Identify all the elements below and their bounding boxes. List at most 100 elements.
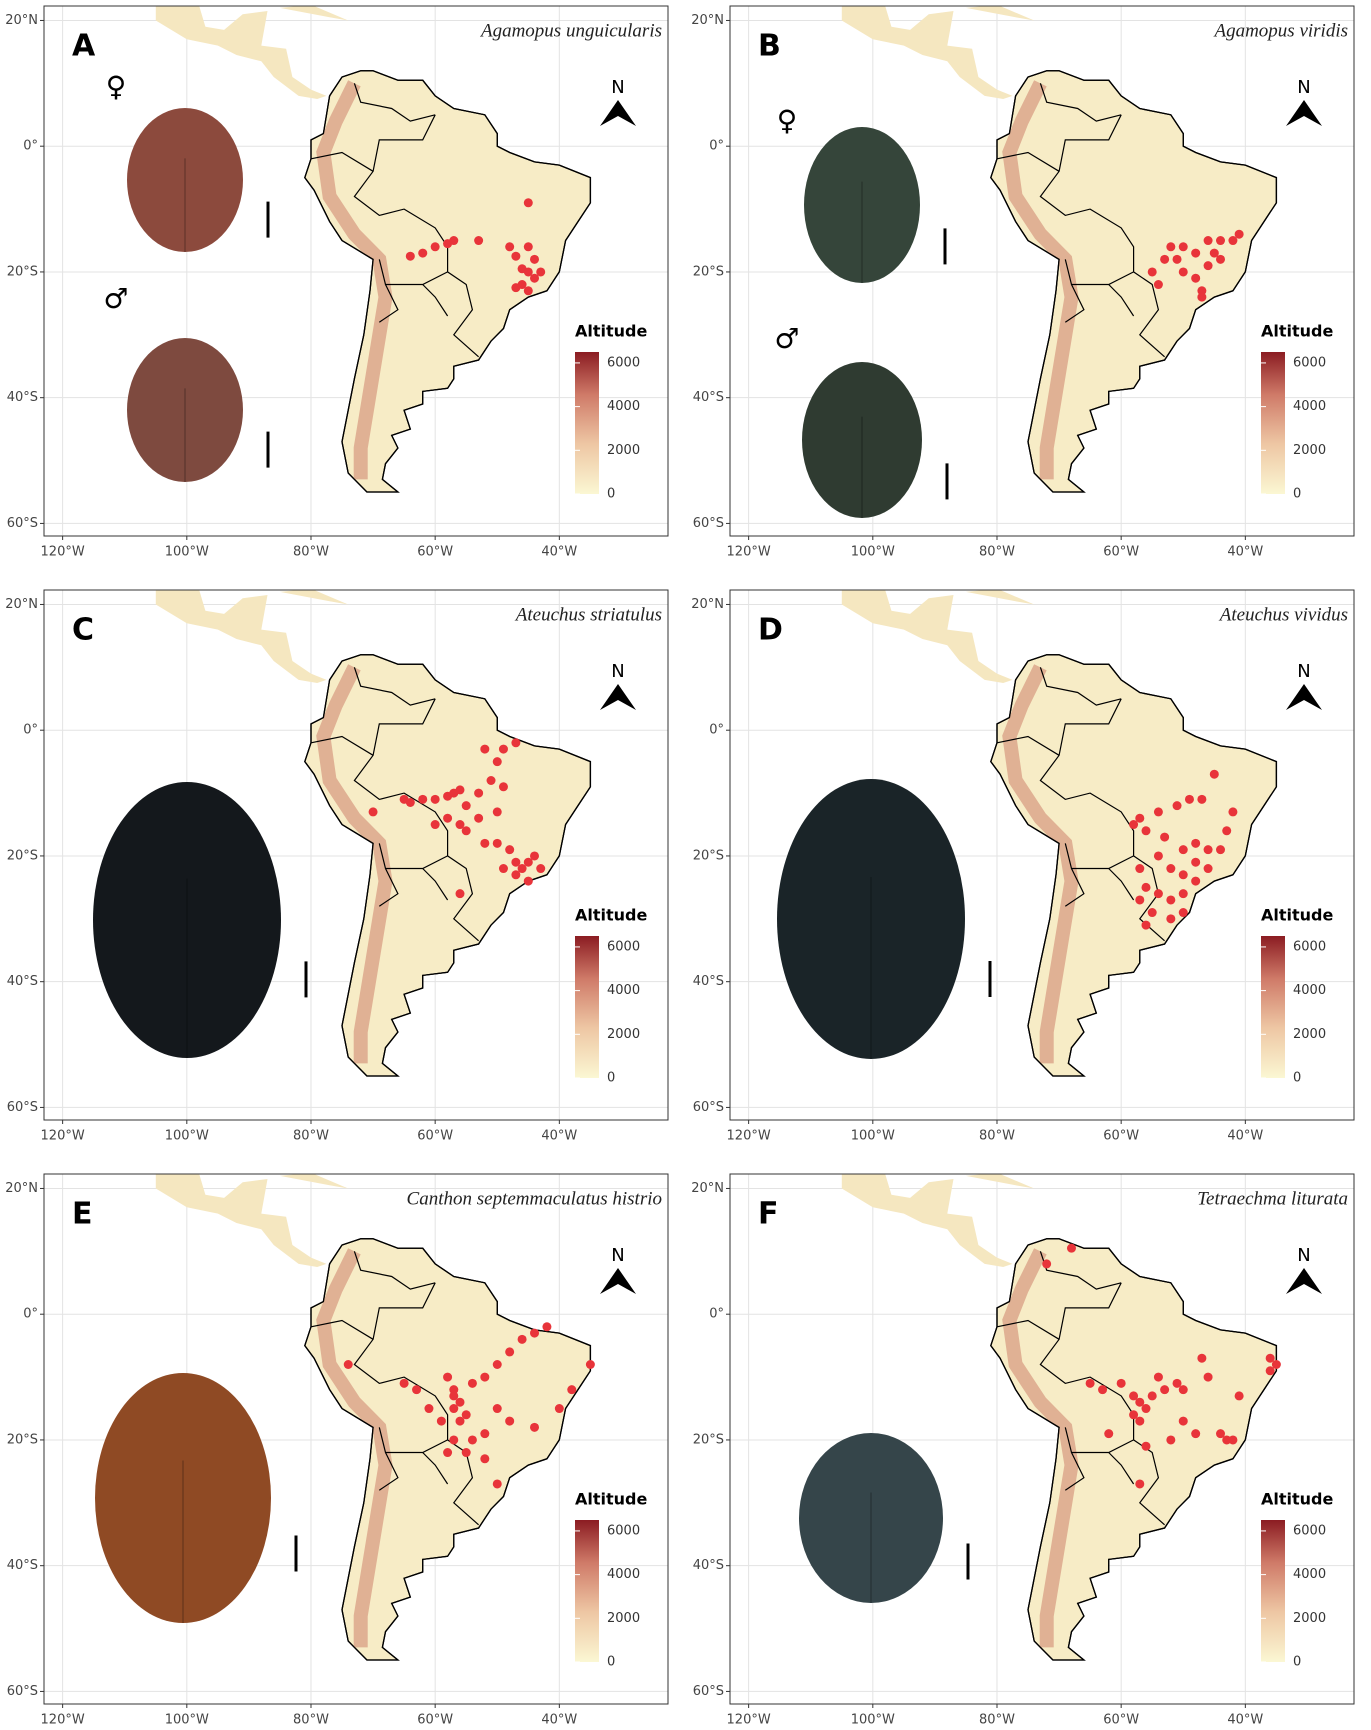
y-tick-label: 20°S: [693, 1432, 724, 1447]
occurrence-point: [511, 252, 520, 261]
occurrence-point: [1179, 889, 1188, 898]
occurrence-point: [1142, 826, 1151, 835]
occurrence-point: [1191, 274, 1200, 283]
x-tick-label: 100°W: [165, 1129, 209, 1144]
y-tick-label: 20°S: [7, 848, 38, 863]
legend-tick-label: 4000: [607, 1567, 640, 1582]
occurrence-point: [524, 242, 533, 251]
occurrence-point: [456, 889, 465, 898]
occurrence-point: [1160, 833, 1169, 842]
y-tick-label: 0°: [23, 139, 38, 154]
occurrence-point: [1173, 255, 1182, 264]
occurrence-point: [456, 1417, 465, 1426]
occurrence-point: [1228, 236, 1237, 245]
occurrence-point: [456, 785, 465, 794]
occurrence-point: [1191, 249, 1200, 258]
panel-letter: A: [72, 29, 96, 64]
occurrence-point: [518, 1335, 527, 1344]
north-label: N: [611, 661, 624, 682]
occurrence-point: [1179, 267, 1188, 276]
species-name: Canthon septemmaculatus histrio: [407, 1188, 662, 1209]
occurrence-point: [536, 864, 545, 873]
y-tick-label: 40°S: [693, 390, 724, 405]
occurrence-point: [1210, 770, 1219, 779]
occurrence-point: [431, 242, 440, 251]
y-tick-label: 40°S: [7, 974, 38, 989]
occurrence-point: [474, 236, 483, 245]
occurrence-point: [505, 242, 514, 251]
occurrence-point: [1228, 1435, 1237, 1444]
legend-colorbar: [575, 352, 599, 494]
occurrence-point: [480, 1373, 489, 1382]
sex-symbol: ♀: [106, 70, 127, 103]
y-tick-label: 20°N: [691, 597, 724, 612]
occurrence-point: [499, 782, 508, 791]
occurrence-point: [511, 283, 520, 292]
x-tick-label: 40°W: [541, 545, 577, 560]
x-tick-label: 40°W: [541, 1713, 577, 1728]
occurrence-point: [1142, 921, 1151, 930]
occurrence-point: [369, 807, 378, 816]
occurrence-point: [1154, 280, 1163, 289]
x-tick-label: 40°W: [1227, 1713, 1263, 1728]
x-tick-label: 60°W: [1103, 1713, 1139, 1728]
occurrence-point: [1216, 845, 1225, 854]
occurrence-point: [1129, 820, 1138, 829]
occurrence-point: [1148, 267, 1157, 276]
occurrence-point: [1067, 1244, 1076, 1253]
legend-tick-label: 2000: [607, 1027, 640, 1042]
occurrence-point: [462, 826, 471, 835]
occurrence-point: [530, 255, 539, 264]
x-tick-label: 40°W: [541, 1129, 577, 1144]
x-tick-label: 120°W: [727, 1129, 771, 1144]
occurrence-point: [431, 795, 440, 804]
occurrence-point: [1179, 1385, 1188, 1394]
occurrence-point: [462, 801, 471, 810]
y-tick-label: 60°S: [693, 1684, 724, 1699]
x-tick-label: 40°W: [1227, 545, 1263, 560]
occurrence-point: [449, 236, 458, 245]
occurrence-point: [1098, 1385, 1107, 1394]
panel-letter: D: [758, 613, 783, 648]
occurrence-point: [1191, 858, 1200, 867]
occurrence-point: [1197, 293, 1206, 302]
legend-tick-label: 2000: [607, 443, 640, 458]
occurrence-point: [468, 1435, 477, 1444]
occurrence-point: [1154, 807, 1163, 816]
x-tick-label: 80°W: [293, 1713, 329, 1728]
occurrence-point: [1204, 236, 1213, 245]
legend-title: Altitude: [575, 906, 647, 925]
occurrence-point: [1204, 1373, 1213, 1382]
occurrence-point: [493, 807, 502, 816]
map-panel: 120°W100°W80°W60°W40°W60°S40°S20°S0°20°N…: [691, 1173, 1354, 1728]
legend-tick-label: 2000: [1293, 443, 1326, 458]
y-tick-label: 20°S: [693, 264, 724, 279]
occurrence-point: [418, 795, 427, 804]
occurrence-point: [524, 198, 533, 207]
occurrence-point: [1142, 1442, 1151, 1451]
species-name: Agamopus viridis: [1212, 20, 1348, 41]
occurrence-point: [493, 1360, 502, 1369]
occurrence-point: [524, 286, 533, 295]
occurrence-point: [1135, 895, 1144, 904]
legend-colorbar: [575, 936, 599, 1078]
x-tick-label: 120°W: [727, 545, 771, 560]
occurrence-point: [1204, 261, 1213, 270]
occurrence-point: [1166, 895, 1175, 904]
legend-title: Altitude: [1261, 322, 1333, 341]
legend-tick-label: 4000: [1293, 983, 1326, 998]
occurrence-point: [1179, 1417, 1188, 1426]
occurrence-point: [1179, 908, 1188, 917]
x-tick-label: 40°W: [1227, 1129, 1263, 1144]
occurrence-point: [499, 864, 508, 873]
x-tick-label: 120°W: [41, 1713, 85, 1728]
occurrence-point: [449, 1435, 458, 1444]
species-name: Ateuchus vividus: [1218, 604, 1348, 625]
occurrence-point: [412, 1385, 421, 1394]
legend-colorbar: [575, 1520, 599, 1662]
occurrence-point: [1204, 864, 1213, 873]
occurrence-point: [1160, 255, 1169, 264]
occurrence-point: [1135, 864, 1144, 873]
y-tick-label: 60°S: [7, 1684, 38, 1699]
legend-title: Altitude: [1261, 906, 1333, 925]
